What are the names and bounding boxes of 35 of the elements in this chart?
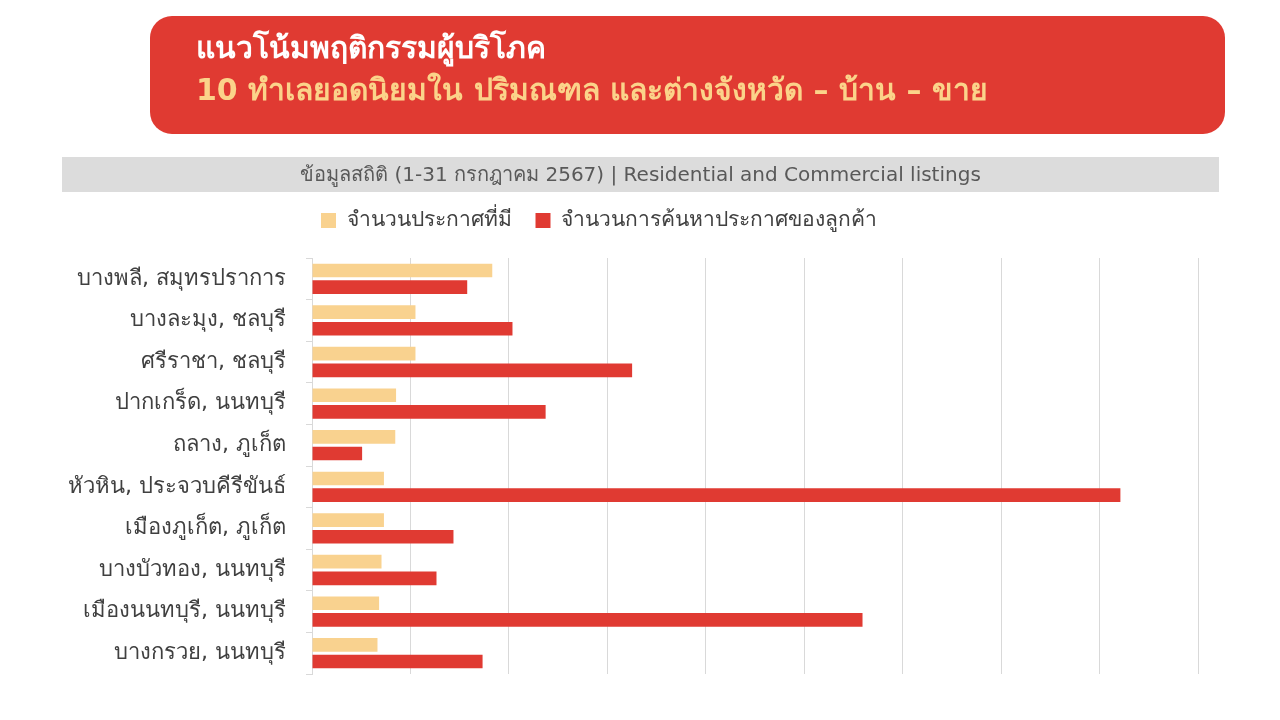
bar (312, 488, 1121, 502)
y-tick-label: ถลาง, ภูเก็ต (173, 428, 286, 457)
bar (312, 513, 384, 527)
chart-subtitle: 10 ทำเลยอดนิยมใน ปริมณฑล และต่างจังหวัด – บ้าน – ขาย (196, 71, 988, 109)
bar (312, 321, 513, 336)
y-tick-label: บางกรวย, นนทบุรี (114, 638, 286, 665)
bar (312, 554, 382, 569)
bar (312, 430, 396, 444)
bar (312, 654, 483, 669)
y-tick-label: บางพลี, สมุทรปราการ (77, 264, 286, 291)
bar (312, 529, 454, 544)
bar (312, 638, 378, 652)
legend-label: จำนวนการค้นหาประกาศของลูกค้า (561, 206, 877, 232)
bar (312, 346, 416, 361)
y-tick-label: บางบัวทอง, นนทบุรี (99, 555, 286, 582)
bar (312, 613, 863, 627)
legend-label: จำนวนประกาศที่มี (346, 203, 512, 231)
bar (312, 596, 380, 611)
bar (312, 471, 384, 486)
y-tick-label: เมืองนนทบุรี, นนทบุรี (83, 597, 286, 624)
y-tick-label: หัวหิน, ประจวบคีรีขันธ์ (68, 472, 286, 498)
y-tick-label: เมืองภูเก็ต, ภูเก็ต (125, 512, 286, 541)
text: ข้อมูลสถิติ (1-31 กรกฎาคม 2567) | Residential and Commercial listings (62, 157, 1219, 192)
chart-title: แนวโน้มพฤติกรรมผู้บริโภค (196, 29, 546, 68)
y-tick-label: ศรีราชา, ชลบุรี (141, 347, 286, 374)
bar (312, 280, 468, 294)
bar (312, 388, 397, 403)
bar (312, 405, 546, 419)
y-tick-label: บางละมุง, ชลบุรี (130, 306, 286, 333)
bar (312, 263, 493, 278)
y-tick-label: ปากเกร็ด, นนทบุรี (115, 387, 286, 416)
bar (312, 446, 363, 461)
bar (312, 305, 416, 319)
bar (312, 363, 633, 378)
bar (312, 571, 437, 586)
